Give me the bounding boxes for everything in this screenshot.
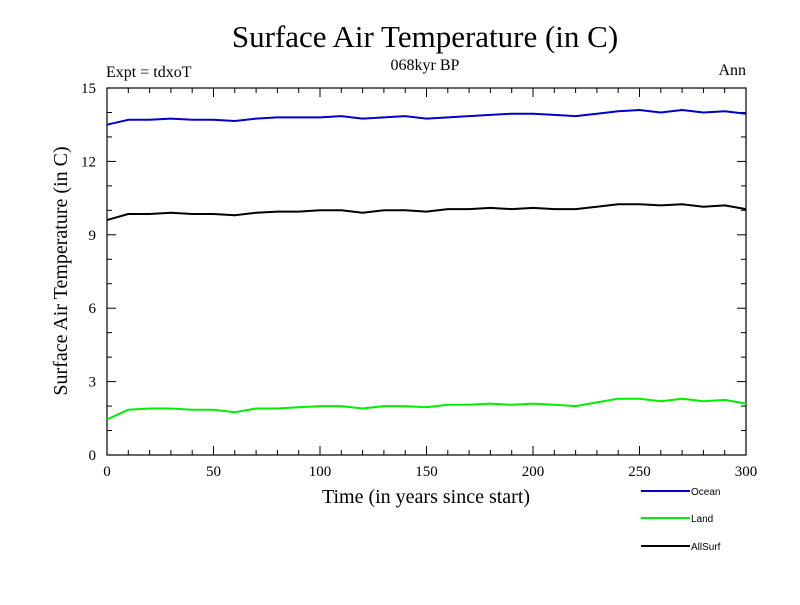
legend-label-ocean: Ocean — [691, 487, 720, 498]
season-annotation: Ann — [718, 62, 746, 79]
y-tick-label: 6 — [89, 301, 97, 317]
chart-title: Surface Air Temperature (in C) — [232, 19, 618, 54]
chart-subtitle: 068kyr BP — [391, 57, 460, 74]
y-tick-label: 0 — [89, 448, 97, 464]
x-tick-label: 300 — [735, 464, 758, 480]
series-layer — [106, 109, 747, 421]
x-tick-label: 250 — [628, 464, 651, 480]
expt-annotation: Expt = tdxoT — [106, 64, 192, 81]
x-axis-label: Time (in years since start) — [322, 486, 530, 508]
legend: Ocean Land AllSurf — [641, 487, 721, 553]
y-axis: 0 3 6 9 12 15 — [81, 81, 746, 464]
series-line-ocean — [106, 109, 747, 126]
y-tick-label: 15 — [81, 81, 96, 97]
x-tick-label: 50 — [206, 464, 221, 480]
x-tick-label: 100 — [309, 464, 332, 480]
legend-label-land: Land — [691, 514, 713, 525]
x-axis: 0 50 100 150 200 250 300 — [103, 88, 757, 480]
legend-label-allsurf: AllSurf — [691, 542, 721, 553]
y-tick-label: 3 — [89, 375, 97, 391]
series-line-allsurf — [106, 203, 747, 222]
series-line-land — [106, 397, 747, 421]
y-tick-label: 12 — [81, 154, 96, 170]
y-tick-label: 9 — [89, 228, 97, 244]
y-axis-label: Surface Air Temperature (in C) — [50, 146, 72, 395]
x-tick-label: 150 — [415, 464, 438, 480]
x-tick-label: 0 — [103, 464, 111, 480]
x-tick-label: 200 — [522, 464, 545, 480]
